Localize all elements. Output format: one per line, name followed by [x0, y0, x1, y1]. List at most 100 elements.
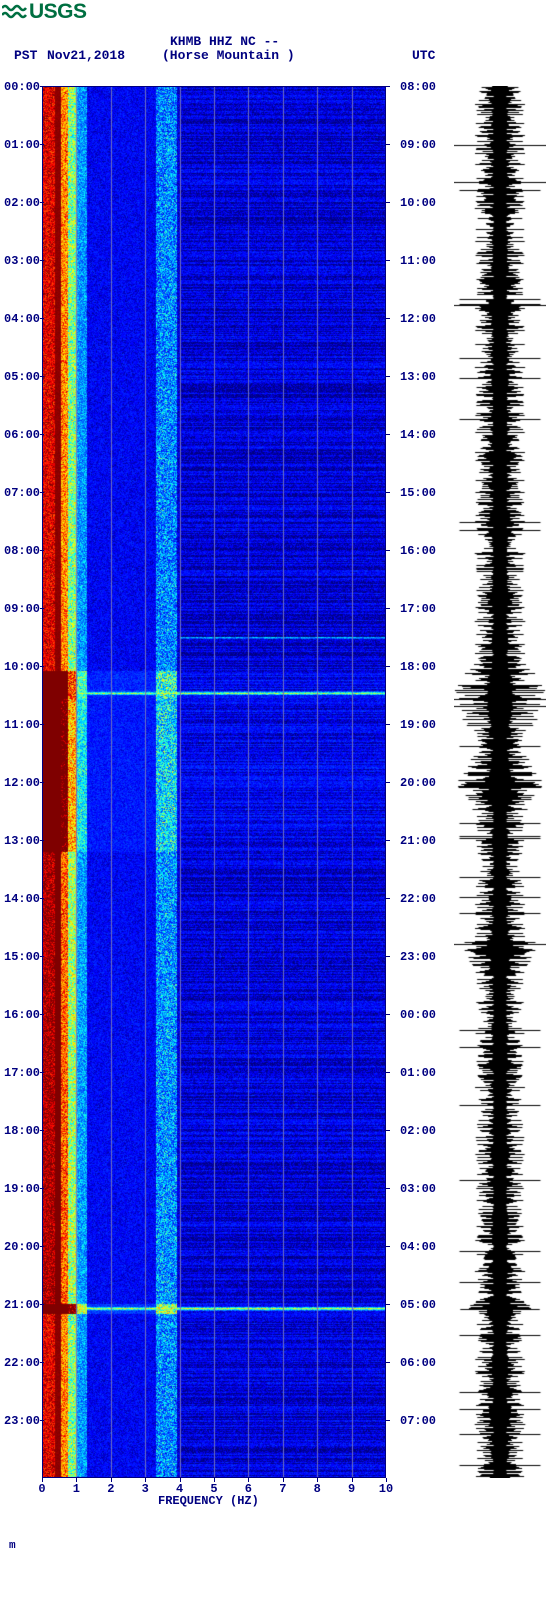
y-left-hour: 17:00	[4, 1066, 44, 1080]
y-left-hour: 02:00	[4, 196, 44, 210]
y-right-tick	[386, 144, 390, 145]
y-right-hour: 04:00	[400, 1240, 436, 1254]
y-left-tick	[40, 492, 44, 493]
usgs-logo: USGS	[2, 0, 87, 24]
x-tick	[283, 1478, 284, 1482]
x-tick-label: 1	[73, 1482, 80, 1496]
usgs-wave-icon	[2, 2, 28, 22]
y-left-tick	[40, 666, 44, 667]
y-left-hour: 10:00	[4, 660, 44, 674]
y-right-hour: 15:00	[400, 486, 436, 500]
y-right-hour: 19:00	[400, 718, 436, 732]
y-right-tick	[386, 550, 390, 551]
y-left-tick	[40, 144, 44, 145]
y-left-hour: 19:00	[4, 1182, 44, 1196]
y-left-tick	[40, 1246, 44, 1247]
y-left-hour: 18:00	[4, 1124, 44, 1138]
y-right-tick	[386, 318, 390, 319]
y-right-tick	[386, 260, 390, 261]
x-tick	[111, 1478, 112, 1482]
y-left-tick	[40, 1304, 44, 1305]
y-right-tick	[386, 1246, 390, 1247]
y-left-tick	[40, 260, 44, 261]
y-left-hour: 08:00	[4, 544, 44, 558]
y-left-hour: 15:00	[4, 950, 44, 964]
y-right-hour: 12:00	[400, 312, 436, 326]
y-right-hour: 22:00	[400, 892, 436, 906]
x-tick-label: 0	[38, 1482, 45, 1496]
y-left-hour: 03:00	[4, 254, 44, 268]
x-tick	[352, 1478, 353, 1482]
y-left-tick	[40, 1130, 44, 1131]
y-left-hour: 23:00	[4, 1414, 44, 1428]
x-tick	[248, 1478, 249, 1482]
y-left-tick	[40, 1362, 44, 1363]
x-tick-label: 8	[314, 1482, 321, 1496]
y-right-hour: 16:00	[400, 544, 436, 558]
y-right-tick	[386, 376, 390, 377]
y-left-tick	[40, 1420, 44, 1421]
y-left-hour: 11:00	[4, 718, 44, 732]
y-left-hour: 16:00	[4, 1008, 44, 1022]
y-right-hour: 23:00	[400, 950, 436, 964]
y-left-tick	[40, 434, 44, 435]
y-right-tick	[386, 492, 390, 493]
y-right-hour: 09:00	[400, 138, 436, 152]
y-right-hour: 18:00	[400, 660, 436, 674]
y-right-hour: 02:00	[400, 1124, 436, 1138]
y-left-tick	[40, 202, 44, 203]
y-right-hour: 21:00	[400, 834, 436, 848]
x-tick-label: 7	[279, 1482, 286, 1496]
x-tick-label: 3	[142, 1482, 149, 1496]
y-right-tick	[386, 1014, 390, 1015]
y-left-tick	[40, 1014, 44, 1015]
x-tick	[145, 1478, 146, 1482]
x-tick	[214, 1478, 215, 1482]
y-left-tick	[40, 898, 44, 899]
tz-right-label: UTC	[412, 48, 435, 63]
y-right-tick	[386, 724, 390, 725]
y-left-hour: 05:00	[4, 370, 44, 384]
y-left-hour: 07:00	[4, 486, 44, 500]
y-left-hour: 06:00	[4, 428, 44, 442]
y-left-tick	[40, 724, 44, 725]
y-left-hour: 14:00	[4, 892, 44, 906]
y-left-tick	[40, 608, 44, 609]
y-right-hour: 10:00	[400, 196, 436, 210]
y-right-hour: 14:00	[400, 428, 436, 442]
y-right-tick	[386, 86, 390, 87]
y-right-hour: 03:00	[400, 1182, 436, 1196]
station-name: (Horse Mountain )	[162, 48, 295, 63]
y-left-hour: 13:00	[4, 834, 44, 848]
footer-mark: m	[9, 1540, 16, 1552]
y-right-hour: 01:00	[400, 1066, 436, 1080]
x-tick-label: 9	[348, 1482, 355, 1496]
y-left-tick	[40, 318, 44, 319]
y-right-tick	[386, 840, 390, 841]
y-right-tick	[386, 434, 390, 435]
y-left-hour: 00:00	[4, 80, 44, 94]
y-left-hour: 12:00	[4, 776, 44, 790]
y-left-tick	[40, 550, 44, 551]
x-tick	[180, 1478, 181, 1482]
y-left-hour: 22:00	[4, 1356, 44, 1370]
y-right-hour: 05:00	[400, 1298, 436, 1312]
y-right-hour: 11:00	[400, 254, 436, 268]
y-right-tick	[386, 1130, 390, 1131]
y-right-tick	[386, 1304, 390, 1305]
x-tick	[76, 1478, 77, 1482]
y-right-hour: 17:00	[400, 602, 436, 616]
date-label: Nov21,2018	[47, 48, 125, 63]
y-right-hour: 00:00	[400, 1008, 436, 1022]
y-left-hour: 01:00	[4, 138, 44, 152]
y-left-tick	[40, 782, 44, 783]
x-tick	[317, 1478, 318, 1482]
y-right-hour: 08:00	[400, 80, 436, 94]
y-right-hour: 20:00	[400, 776, 436, 790]
y-left-tick	[40, 1188, 44, 1189]
y-right-tick	[386, 782, 390, 783]
y-right-tick	[386, 1420, 390, 1421]
y-right-tick	[386, 608, 390, 609]
tz-left-label: PST	[14, 48, 37, 63]
y-right-tick	[386, 898, 390, 899]
